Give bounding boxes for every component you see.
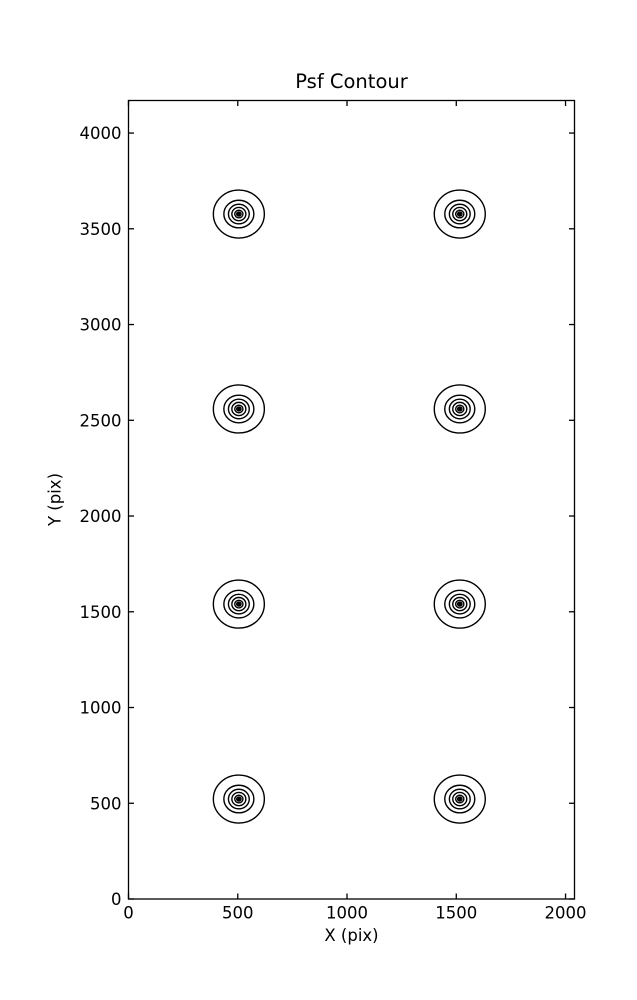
- psf-center-dot: [237, 602, 241, 606]
- contour-ring: [235, 796, 242, 802]
- psf-blob: [212, 189, 266, 239]
- psf-contours: [212, 189, 486, 824]
- contour-ring: [234, 794, 244, 804]
- plot-title: Psf Contour: [295, 70, 408, 93]
- y-tick-label: 3500: [80, 220, 122, 239]
- contour-ring: [433, 774, 486, 824]
- contour-ring: [231, 401, 247, 417]
- psf-center-dot: [237, 797, 241, 801]
- contour-ring: [223, 784, 255, 814]
- contour-ring: [223, 589, 255, 619]
- contour-ring: [234, 404, 244, 414]
- contour-ring: [212, 774, 266, 824]
- x-tick-label: 1500: [435, 904, 477, 923]
- contour-ring: [454, 599, 465, 609]
- contour-ring: [454, 404, 465, 414]
- contour-ring: [456, 211, 463, 217]
- contour-ring: [235, 406, 242, 412]
- contour-ring: [433, 384, 486, 434]
- psf-center-dot: [237, 407, 241, 411]
- contour-ring: [448, 398, 471, 420]
- axes-spines: [127, 99, 576, 900]
- contour-ring: [454, 209, 465, 219]
- psf-blob: [433, 579, 486, 629]
- x-tick-label: 0: [123, 904, 134, 923]
- contour-ring: [456, 601, 463, 607]
- y-tick-label: 1500: [80, 603, 122, 622]
- contour-ring: [234, 599, 244, 609]
- contour-ring: [235, 601, 242, 607]
- contour-ring: [454, 794, 465, 804]
- contour-ring: [227, 788, 250, 810]
- contour-ring: [433, 189, 486, 239]
- psf-center-dot: [458, 602, 462, 606]
- psf-blob: [433, 774, 486, 824]
- contour-ring: [227, 203, 250, 225]
- contour-ring: [452, 401, 468, 417]
- axes-frame: [127, 99, 576, 900]
- psf-blob: [433, 384, 486, 434]
- contour-ring: [235, 211, 242, 217]
- contour-ring: [452, 206, 468, 222]
- contour-ring: [452, 596, 468, 612]
- axis-ticks: [127, 100, 575, 900]
- contour-ring: [223, 199, 255, 229]
- contour-ring: [231, 791, 247, 807]
- contour-ring: [231, 596, 247, 612]
- y-tick-label: 3000: [80, 316, 122, 335]
- x-tick-label: 1000: [326, 904, 368, 923]
- tick-labels: 0 500 1000 1500 2000 0 500 1000 1500 2000 2500 3000…: [80, 124, 587, 922]
- contour-ring: [456, 406, 463, 412]
- y-tick-label: 1000: [80, 699, 122, 718]
- contour-ring: [448, 593, 471, 615]
- contour-ring: [212, 384, 266, 434]
- contour-ring: [234, 209, 244, 219]
- x-tick-label: 500: [222, 904, 254, 923]
- psf-blob: [212, 774, 266, 824]
- contour-ring: [448, 203, 471, 225]
- psf-blob: [433, 189, 486, 239]
- contour-ring: [456, 796, 463, 802]
- contour-ring: [448, 788, 471, 810]
- contour-ring: [212, 579, 266, 629]
- psf-center-dot: [458, 407, 462, 411]
- contour-ring: [433, 579, 486, 629]
- psf-blob: [212, 384, 266, 434]
- contour-ring: [231, 206, 247, 222]
- psf-center-dot: [458, 797, 462, 801]
- contour-ring: [223, 394, 255, 424]
- contour-ring: [212, 189, 266, 239]
- y-axis-label: Y (pix): [46, 473, 65, 527]
- contour-ring: [452, 791, 468, 807]
- contour-ring: [444, 589, 476, 619]
- x-axis-label: X (pix): [324, 926, 378, 945]
- contour-ring: [444, 784, 476, 814]
- psf-blob: [212, 579, 266, 629]
- y-tick-label: 2500: [80, 411, 122, 430]
- psf-center-dot: [458, 212, 462, 216]
- y-tick-label: 2000: [80, 507, 122, 526]
- y-tick-label: 4000: [80, 124, 122, 143]
- contour-ring: [444, 394, 476, 424]
- y-tick-label: 500: [90, 794, 122, 813]
- contour-ring: [227, 398, 250, 420]
- contour-ring: [227, 593, 250, 615]
- x-tick-label: 2000: [545, 904, 587, 923]
- contour-ring: [444, 199, 476, 229]
- psf-center-dot: [237, 212, 241, 216]
- y-tick-label: 0: [111, 890, 122, 909]
